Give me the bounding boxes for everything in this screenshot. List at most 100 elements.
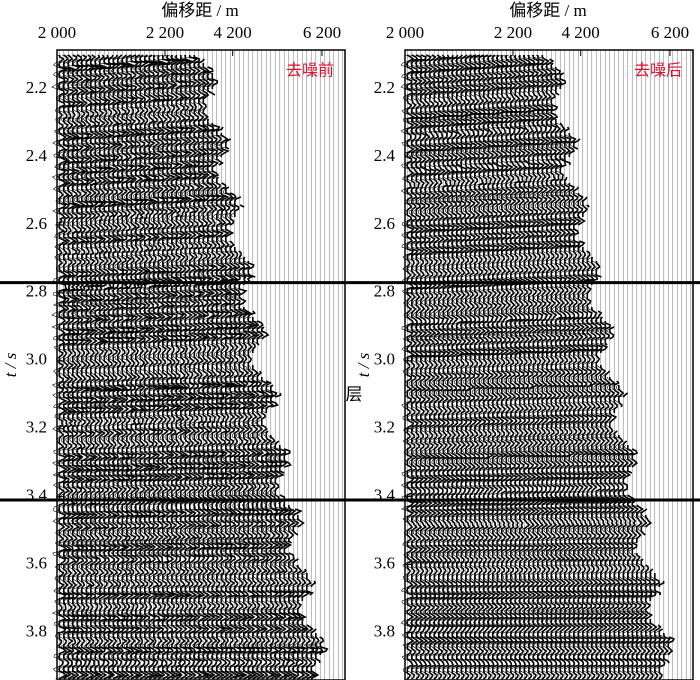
trace-wiggle xyxy=(598,320,613,680)
trace-wiggle xyxy=(664,636,675,656)
trace-wiggle xyxy=(472,54,487,680)
trace-wiggle xyxy=(476,54,491,680)
trace-wiggle xyxy=(638,514,653,680)
trace-wiggle xyxy=(259,380,275,680)
x-tick-label: 4 200 xyxy=(214,23,252,42)
trace-wiggle xyxy=(503,54,518,680)
x-axis-label: 偏移距 / m xyxy=(509,1,586,20)
trace-wiggle xyxy=(282,504,297,680)
trace-wiggle xyxy=(521,54,536,680)
trace-wiggle xyxy=(436,54,451,680)
trace-wiggle xyxy=(137,54,154,680)
trace-wiggle xyxy=(240,260,257,680)
trace-wiggle xyxy=(625,448,639,680)
trace-wiggle xyxy=(526,54,541,680)
trace-wiggle xyxy=(585,256,599,680)
trace-wiggle xyxy=(422,54,437,680)
y-tick-label: 2.2 xyxy=(374,78,395,97)
y-tick-label: 2.4 xyxy=(26,146,48,165)
trace-wiggle xyxy=(110,54,126,680)
trace-wiggle xyxy=(295,568,310,680)
trace-wiggle xyxy=(305,580,319,680)
trace-wiggle xyxy=(553,72,568,680)
trace-wiggle xyxy=(126,54,145,680)
trace-wiggle xyxy=(575,196,590,680)
trace-wiggle xyxy=(490,54,505,680)
y-tick-label: 2.6 xyxy=(374,214,395,233)
trace-fill xyxy=(483,54,492,680)
trace-wiggle xyxy=(194,62,212,680)
trace-wiggle xyxy=(535,54,550,680)
trace-wiggle xyxy=(530,54,545,680)
trace-wiggle xyxy=(230,204,248,680)
trace-wiggle xyxy=(481,54,495,680)
trace-wiggle xyxy=(629,504,644,680)
trace-wiggle xyxy=(485,54,500,680)
trace-wiggle xyxy=(454,54,469,680)
y-tick-label: 2.8 xyxy=(374,282,395,301)
trace-wiggle xyxy=(105,54,122,680)
trace-wiggle xyxy=(65,54,82,680)
trace-wiggle xyxy=(96,54,113,680)
trace-wiggle xyxy=(122,54,140,680)
y-axis-label: t / s xyxy=(354,352,373,377)
trace-wiggle xyxy=(100,54,117,680)
trace-wiggle xyxy=(517,54,532,680)
trace-wiggle xyxy=(544,62,559,680)
trace-wiggle xyxy=(81,54,99,680)
y-tick-label: 2.6 xyxy=(26,214,47,233)
trace-wiggle xyxy=(114,54,131,680)
trace-wiggle xyxy=(589,260,604,680)
panel-label: 去噪后 xyxy=(634,62,682,80)
y-tick-label: 3.4 xyxy=(26,486,48,505)
trace-wiggle xyxy=(459,54,473,680)
trace-wiggle xyxy=(418,54,433,680)
trace-wiggle xyxy=(141,54,159,680)
trace-wiggle xyxy=(611,384,626,680)
y-tick-label: 3.8 xyxy=(374,621,395,640)
trace-wiggle xyxy=(253,326,269,680)
trace-wiggle xyxy=(271,444,289,680)
trace-wiggle xyxy=(571,192,586,680)
x-tick-label: 2 200 xyxy=(146,23,184,42)
trace-wiggle xyxy=(262,384,279,680)
trace-wiggle xyxy=(118,54,135,680)
trace-wiggle xyxy=(163,54,181,680)
trace-wiggle xyxy=(467,54,482,680)
trace-wiggle xyxy=(235,256,253,680)
y-tick-label: 2.4 xyxy=(374,146,396,165)
seismic-panel xyxy=(51,49,346,680)
trace-wiggle xyxy=(208,126,225,680)
y-tick-label: 2.2 xyxy=(26,78,47,97)
trace-wiggle xyxy=(431,54,446,680)
trace-wiggle xyxy=(150,54,167,680)
trace-wiggle xyxy=(226,196,244,680)
y-axis-label: t / s xyxy=(1,352,20,377)
trace-wiggle xyxy=(562,132,577,680)
trace-wiggle xyxy=(146,54,162,680)
trace-wiggle xyxy=(558,126,572,680)
trace-wiggle xyxy=(634,508,648,680)
trace-wiggle xyxy=(73,54,90,680)
trace-wiggle xyxy=(616,392,631,680)
trace-wiggle xyxy=(607,380,621,680)
trace-wiggle xyxy=(158,54,177,680)
trace-wiggle xyxy=(313,636,328,656)
trace-wiggle xyxy=(213,132,230,680)
panel-label: 去噪前 xyxy=(286,62,334,80)
x-tick-label: 6 200 xyxy=(651,23,689,42)
y-tick-label: 3.2 xyxy=(26,418,47,437)
trace-wiggle xyxy=(652,581,666,680)
trace-wiggle xyxy=(620,444,635,680)
trace-wiggle xyxy=(60,54,77,680)
trace-wiggle xyxy=(405,54,419,680)
trace-wiggle xyxy=(181,54,198,680)
trace-wiggle xyxy=(204,72,220,680)
trace-wiggle xyxy=(310,632,323,664)
trace-wiggle xyxy=(539,58,554,680)
trace-wiggle xyxy=(249,320,265,680)
trace-wiggle xyxy=(217,138,235,680)
y-tick-label: 3.0 xyxy=(374,350,395,369)
trace-wiggle xyxy=(167,54,185,680)
